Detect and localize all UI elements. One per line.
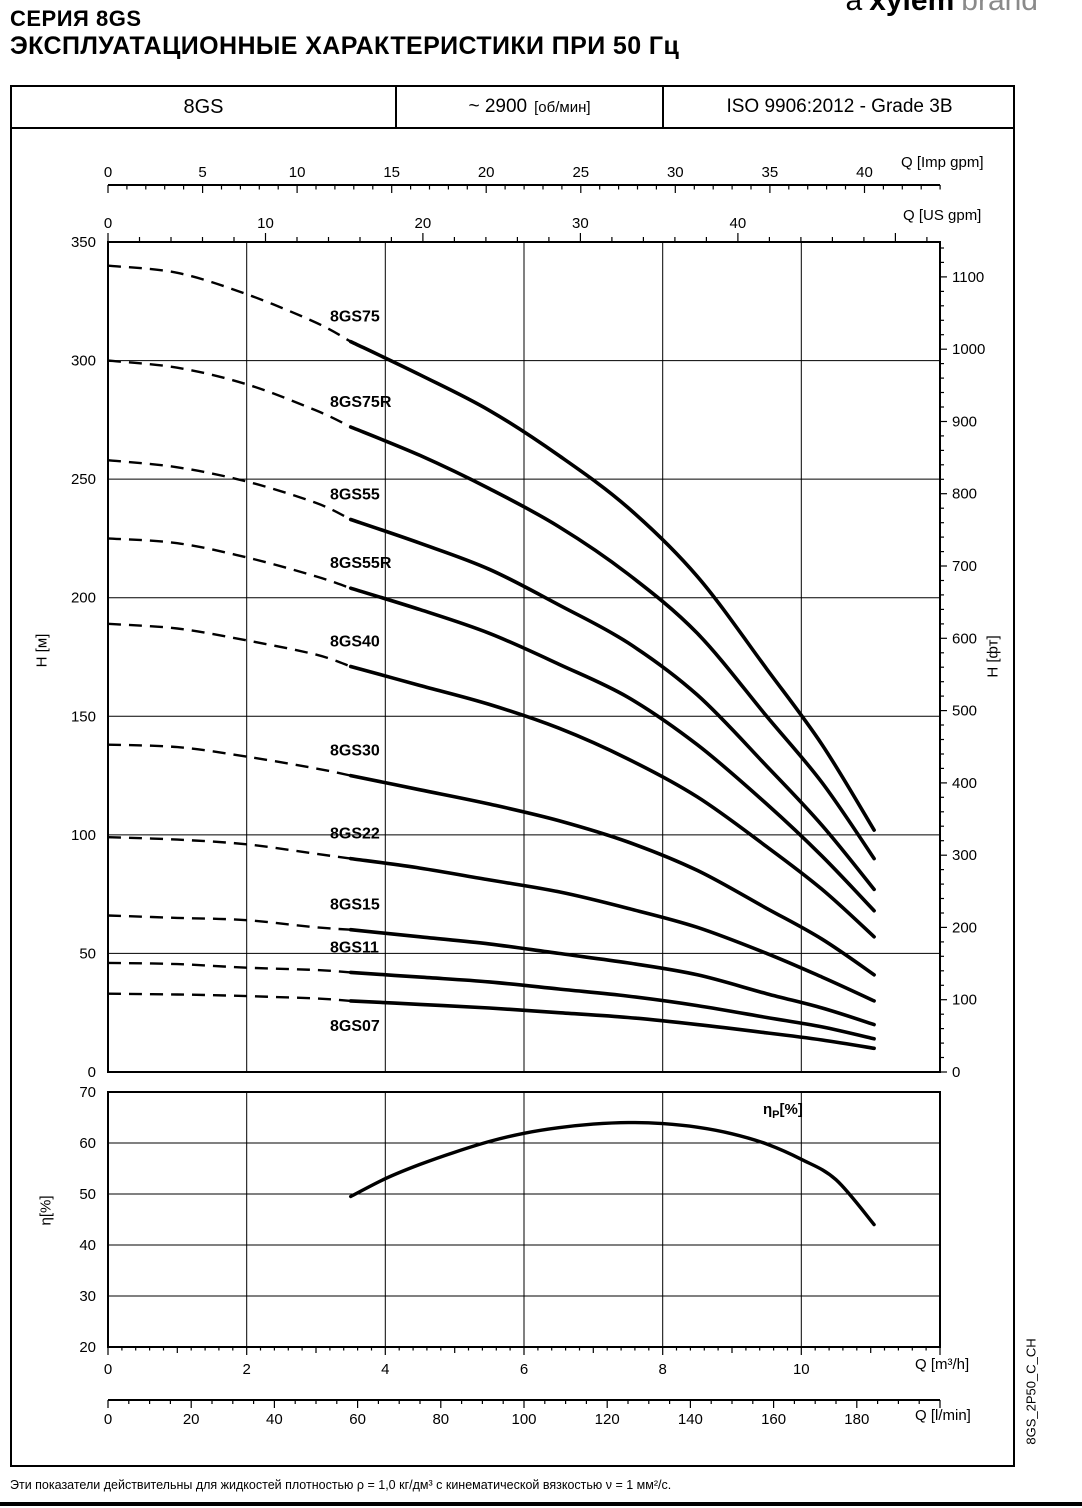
chart-frame: 8GS ~ 2900 [об/мин] ISO 9906:2012 - Grad… [10,85,1015,1467]
speed-value: ~ 2900 [468,96,528,117]
imp-gpm-axis-title: Q [Imp gpm] [901,154,984,171]
header-table: 8GS ~ 2900 [об/мин] ISO 9906:2012 - Grad… [12,87,1013,129]
bottom-rule [0,1502,1082,1506]
header-speed: ~ 2900 [об/мин] [397,87,664,127]
page-subtitle: ЭКСПЛУАТАЦИОННЫЕ ХАРАКТЕРИСТИКИ ПРИ 50 Г… [10,32,680,60]
us-gpm-axis-title: Q [US gpm] [903,207,982,224]
header-standard: ISO 9906:2012 - Grade 3B [726,96,953,117]
header-model: 8GS [12,87,397,127]
eta-unit: [%] [779,1101,803,1118]
brand-logo: a xylem brand [846,0,1039,18]
brand-name: xylem [869,0,955,17]
page-title: СЕРИЯ 8GS [10,6,142,31]
speed-unit: [об/мин] [534,98,591,116]
doc-code: 8GS_2P50_C_CH [1023,1338,1039,1445]
eta-subscript: P [772,1109,780,1121]
h-m-axis-title: H [м] [33,633,51,668]
m3h-axis-title: Q [m³/h] [915,1356,970,1373]
brand-prefix: a [845,0,863,17]
h-ft-axis-title: H [фт] [984,635,1002,678]
eta-axis-title: η[%] [37,1195,55,1226]
lmin-axis-title: Q [l/min] [915,1407,971,1424]
eta-symbol: η [763,1101,773,1118]
footer-note: Эти показатели действительны для жидкост… [10,1478,672,1492]
efficiency-curve-label: ηP[%] [763,1101,803,1121]
brand-suffix: brand [961,0,1038,17]
